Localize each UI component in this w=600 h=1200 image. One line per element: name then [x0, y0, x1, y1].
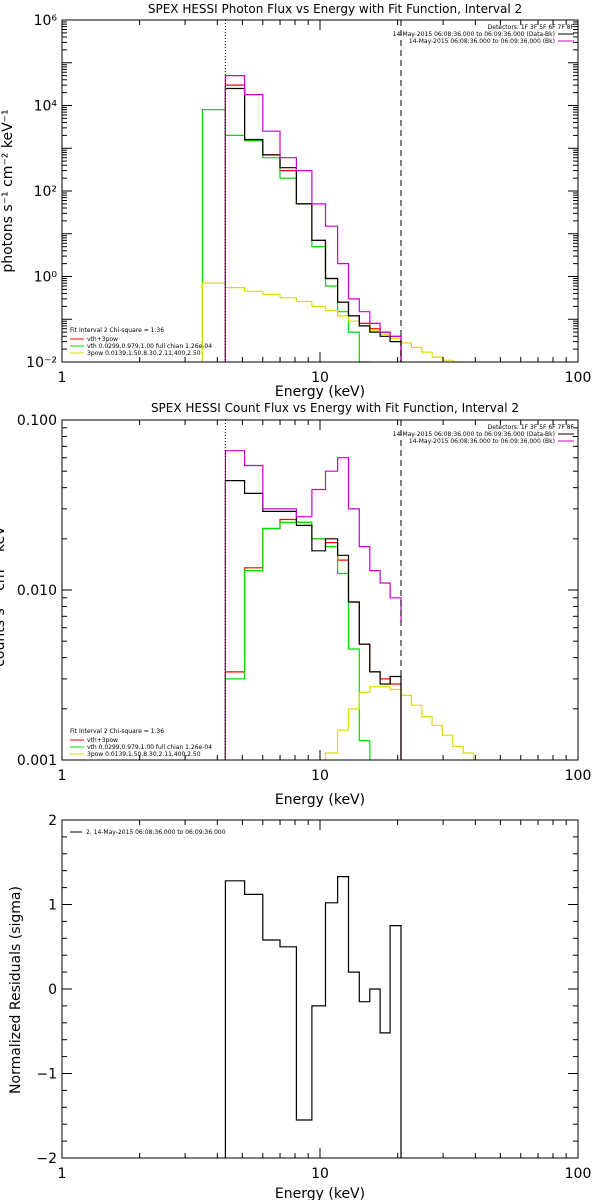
panel2-legend-yellow: 3pow 0.0139,1.50,8.30,2.11,400,2.50	[87, 751, 201, 758]
panel2-legend-red: vth+3pow	[87, 737, 118, 744]
ytick-label: 1	[48, 898, 57, 914]
series-0-2-line	[201, 282, 464, 363]
panel3-marks	[224, 876, 402, 1158]
series-0-4-line	[224, 75, 402, 362]
ytick-label: 10⁴	[34, 99, 58, 115]
xtick-label: 100	[565, 768, 592, 784]
ytick-label: −1	[36, 1067, 57, 1083]
ytick-label: 0.100	[17, 413, 57, 429]
panel2-xlabel: Energy (keV)	[275, 792, 365, 808]
xtick-label: 1	[58, 370, 67, 386]
panel1-ticks: 1 10 100 10⁻² 10⁰ 10² 10⁴ 10⁶	[26, 13, 591, 386]
panel2-ticks: 1 10 100 0.001 0.010 0.100	[17, 413, 591, 784]
series-1-3-line	[224, 480, 402, 760]
ytick-label: 0	[48, 982, 57, 998]
panel3-frame	[61, 819, 579, 1159]
count-flux-panel: SPEX HESSI Count Flux vs Energy with Fit…	[0, 401, 591, 808]
panel1-frame	[61, 19, 579, 363]
xtick-label: 10	[311, 370, 329, 386]
panel3-ylabel: Normalized Residuals (sigma)	[8, 886, 24, 1094]
panel2-detectors: Detectors: 1F 3F 5F 6F 7F 8F	[488, 424, 575, 431]
ytick-label: 0.001	[17, 753, 57, 769]
panel2-interval-bk: 14-May-2015 06:08:36.000 to 06:09:36.000…	[409, 438, 555, 445]
panel2-legend-green: vth 0.0299,0.979,1.00 full chian 1.26e-0…	[87, 744, 212, 751]
residuals-panel: 1 10 100 −2 −1 0 1 2 Energy (keV) Normalized Re…	[8, 813, 591, 1200]
series-0-3-line	[224, 87, 402, 362]
panel2-frame	[61, 419, 579, 761]
panel3-xlabel: Energy (keV)	[275, 1186, 365, 1200]
panel1-marks	[201, 20, 464, 363]
panel1-interval-bk: 14-May-2015 06:08:36.000 to 06:09:36.000…	[409, 38, 555, 45]
ytick-label: 0.010	[17, 583, 57, 599]
panel1-legend-red: vth+3pow	[87, 336, 118, 343]
series-0-1-line	[201, 109, 370, 363]
ytick-label: 10²	[34, 184, 57, 200]
panel2-fit-header: Fit Interval 2 Chi-square = 1.36	[70, 728, 164, 735]
ytick-label: 10⁰	[34, 270, 58, 286]
series-2-0-line	[224, 876, 402, 1158]
panel3-legend: 2. 14-May-2015 06:08:36.000 to 06:09:36.…	[86, 829, 226, 836]
panel1-ylabel: photons s⁻¹ cm⁻² keV⁻¹	[0, 109, 16, 272]
series-0-0-line	[224, 84, 402, 362]
series-1-2-line	[324, 686, 475, 760]
panel1-interval-databk: 14-May-2015 06:08:36.000 to 06:09:36.000…	[393, 31, 555, 38]
panel1-legend-yellow: 3pow 0.0139,1.50,8.30,2.11,400,2.50	[87, 350, 201, 357]
panel2-title: SPEX HESSI Count Flux vs Energy with Fit…	[151, 401, 519, 415]
panel2-interval-databk: 14-May-2015 06:08:36.000 to 06:09:36.000…	[393, 431, 555, 438]
xtick-label: 1	[58, 768, 67, 784]
panel1-xlabel: Energy (keV)	[275, 384, 365, 400]
series-1-0-line	[224, 518, 402, 760]
xtick-label: 10	[311, 1166, 329, 1182]
xtick-label: 100	[565, 1166, 592, 1182]
xtick-label: 100	[565, 370, 592, 386]
panel1-title: SPEX HESSI Photon Flux vs Energy with Fi…	[148, 2, 522, 16]
panel1-fit-header: Fit Interval 2 Chi-square = 1.36	[70, 327, 164, 334]
panel1-legend-green: vth 0.0299,0.979,1.00 full chian 1.26e-0…	[87, 343, 212, 350]
photon-flux-panel: SPEX HESSI Photon Flux vs Energy with Fi…	[0, 2, 591, 400]
panel2-marks	[224, 420, 475, 760]
ytick-label: 10⁶	[34, 13, 58, 29]
panel1-detectors: Detectors: 1F 3F 5F 6F 7F 8F	[488, 24, 575, 31]
panel2-ylabel: counts s⁻¹ cm⁻² keV⁻¹	[0, 513, 8, 667]
xtick-label: 10	[311, 768, 329, 784]
xtick-label: 1	[58, 1166, 67, 1182]
ytick-label: −2	[36, 1151, 57, 1167]
panel3-ticks: 1 10 100 −2 −1 0 1 2	[36, 813, 591, 1182]
series-1-4-line	[224, 450, 402, 760]
ytick-label: 2	[48, 813, 57, 829]
ytick-label: 10⁻²	[26, 355, 57, 371]
